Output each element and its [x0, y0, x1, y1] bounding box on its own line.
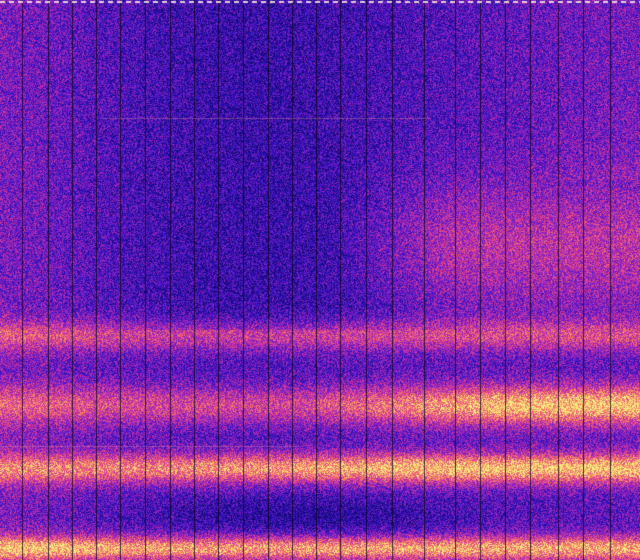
spectrogram-image	[0, 0, 640, 560]
